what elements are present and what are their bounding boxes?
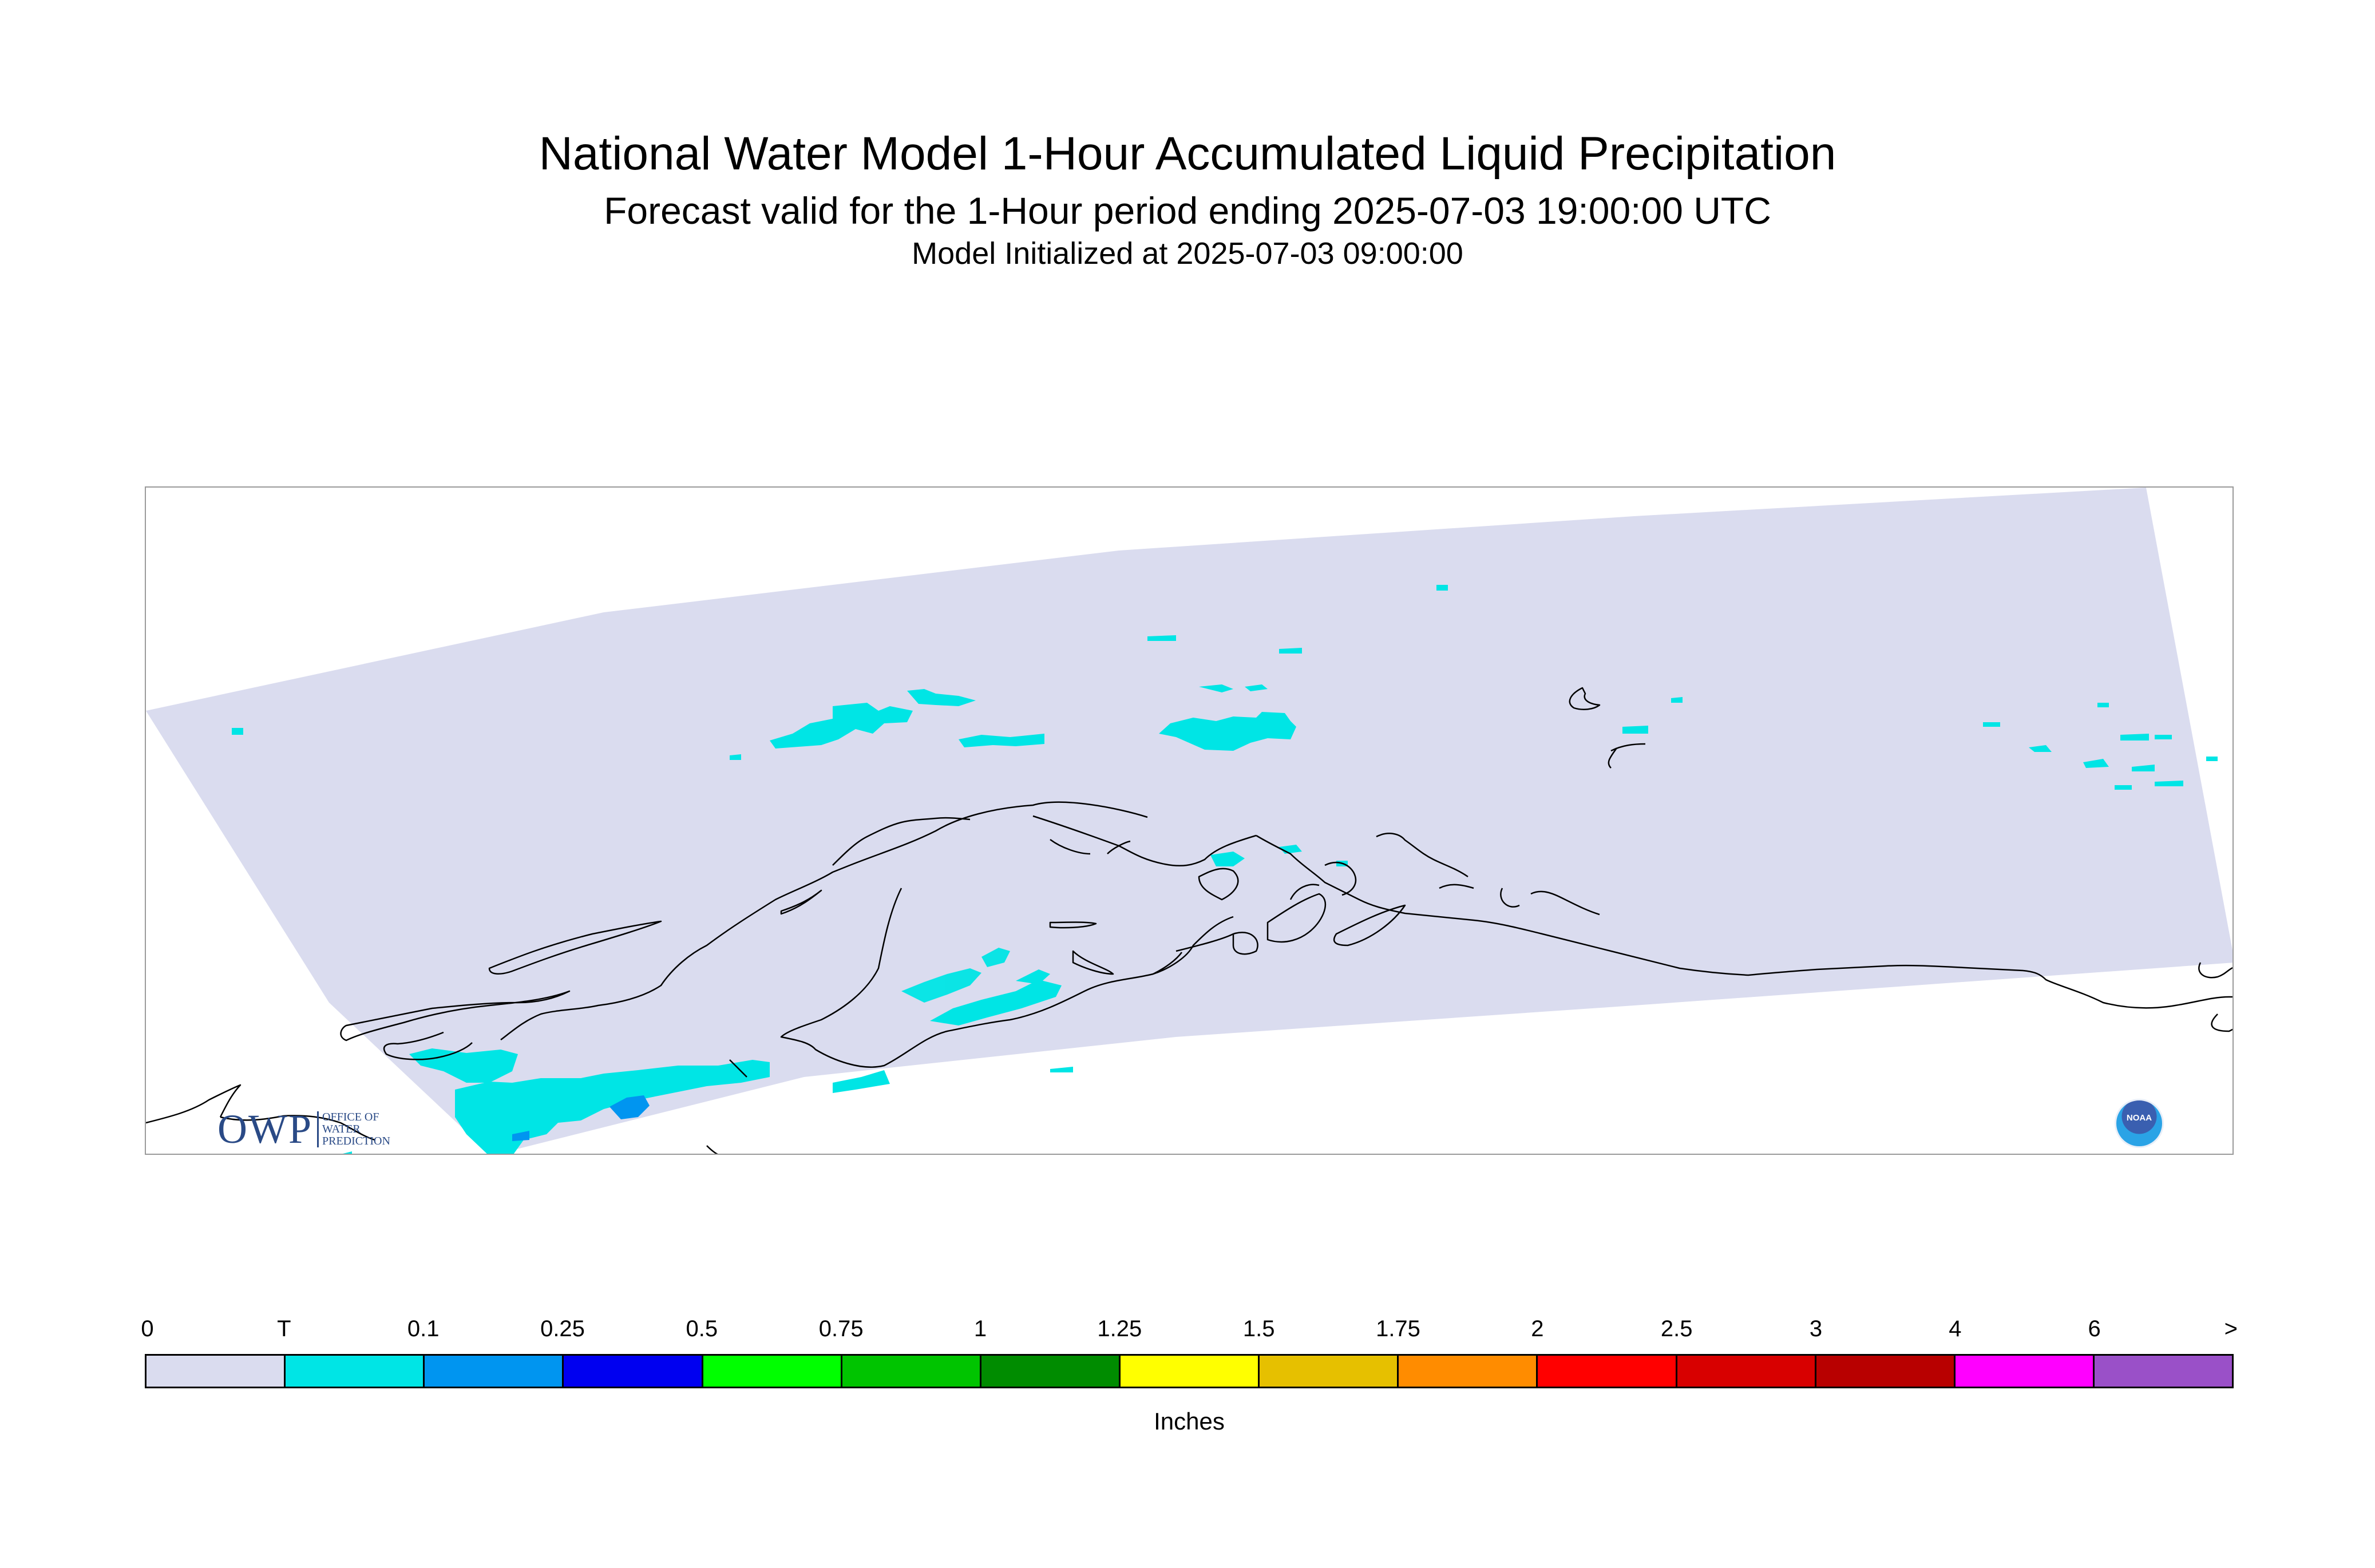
legend-tick-label: 1.25 bbox=[1097, 1316, 1142, 1341]
legend-tick-label: 4 bbox=[1949, 1316, 1962, 1341]
chart-subtitle-init-time: Model Initialized at 2025-07-03 09:00:00 bbox=[912, 236, 1463, 271]
legend-tick-label: 2.5 bbox=[1660, 1316, 1693, 1341]
legend-swatch bbox=[1816, 1356, 1956, 1387]
legend-tick-label: T bbox=[277, 1316, 291, 1341]
legend-swatch bbox=[286, 1356, 425, 1387]
legend-swatch bbox=[842, 1356, 981, 1387]
legend-colorbar bbox=[145, 1354, 2234, 1388]
legend-swatch bbox=[981, 1356, 1121, 1387]
precip-light-areas bbox=[512, 1095, 650, 1141]
precipitation-map bbox=[146, 488, 2232, 1154]
chart-subtitle-valid-time: Forecast valid for the 1-Hour period end… bbox=[604, 189, 1771, 232]
legend-tick-label: 0.5 bbox=[686, 1316, 718, 1341]
coastlines bbox=[146, 687, 2232, 1154]
legend-tick-label: 0.25 bbox=[540, 1316, 585, 1341]
noaa-logo-text: NOAA bbox=[2126, 1113, 2152, 1123]
legend-tick-label: 0 bbox=[141, 1316, 154, 1341]
legend-units-label: Inches bbox=[1154, 1408, 1225, 1435]
legend-swatch bbox=[2094, 1356, 2232, 1387]
legend-swatch bbox=[1399, 1356, 1538, 1387]
legend-tick-label: 0.1 bbox=[407, 1316, 440, 1341]
legend-swatch bbox=[1538, 1356, 1677, 1387]
legend-swatch bbox=[1677, 1356, 1816, 1387]
legend-tick-label: 0.75 bbox=[818, 1316, 864, 1341]
owp-subtitle-line-3: PREDICTION bbox=[322, 1134, 390, 1147]
precip-coastal-trace bbox=[901, 948, 1010, 1003]
legend-swatch bbox=[147, 1356, 286, 1387]
legend-tick-label: 6 bbox=[2088, 1316, 2101, 1341]
legend-tick-label: 2 bbox=[1531, 1316, 1544, 1341]
model-domain bbox=[146, 488, 2232, 1154]
precip-legend: 0 T 0.1 0.25 0.5 0.75 1 1.25 1.5 1.75 2 2.5 3 4 6 > Inc… bbox=[141, 1316, 2238, 1442]
legend-swatch bbox=[1955, 1356, 2095, 1387]
owp-logo-letters: OWP bbox=[217, 1106, 312, 1152]
legend-tick-label: > bbox=[2224, 1316, 2238, 1341]
legend-swatch bbox=[703, 1356, 842, 1387]
legend-tick-label: 1 bbox=[973, 1316, 987, 1341]
legend-swatch bbox=[1120, 1356, 1260, 1387]
owp-logo: OWP OFFICE OF WATER PREDICTION bbox=[217, 1103, 390, 1155]
legend-tick-label: 1.75 bbox=[1376, 1316, 1420, 1341]
owp-subtitle-line-2: WATER bbox=[322, 1122, 361, 1135]
chart-title: National Water Model 1-Hour Accumulated … bbox=[539, 128, 1836, 180]
legend-swatch bbox=[564, 1356, 703, 1387]
legend-swatch bbox=[425, 1356, 564, 1387]
map-panel bbox=[145, 486, 2234, 1155]
owp-subtitle-line-1: OFFICE OF bbox=[322, 1110, 379, 1123]
legend-tick-label: 1.5 bbox=[1242, 1316, 1275, 1341]
owp-logo-subtitle: OFFICE OF WATER PREDICTION bbox=[317, 1111, 390, 1147]
noaa-logo: NOAA bbox=[2115, 1099, 2164, 1148]
legend-swatch bbox=[1260, 1356, 1399, 1387]
legend-tick-label: 3 bbox=[1809, 1316, 1823, 1341]
